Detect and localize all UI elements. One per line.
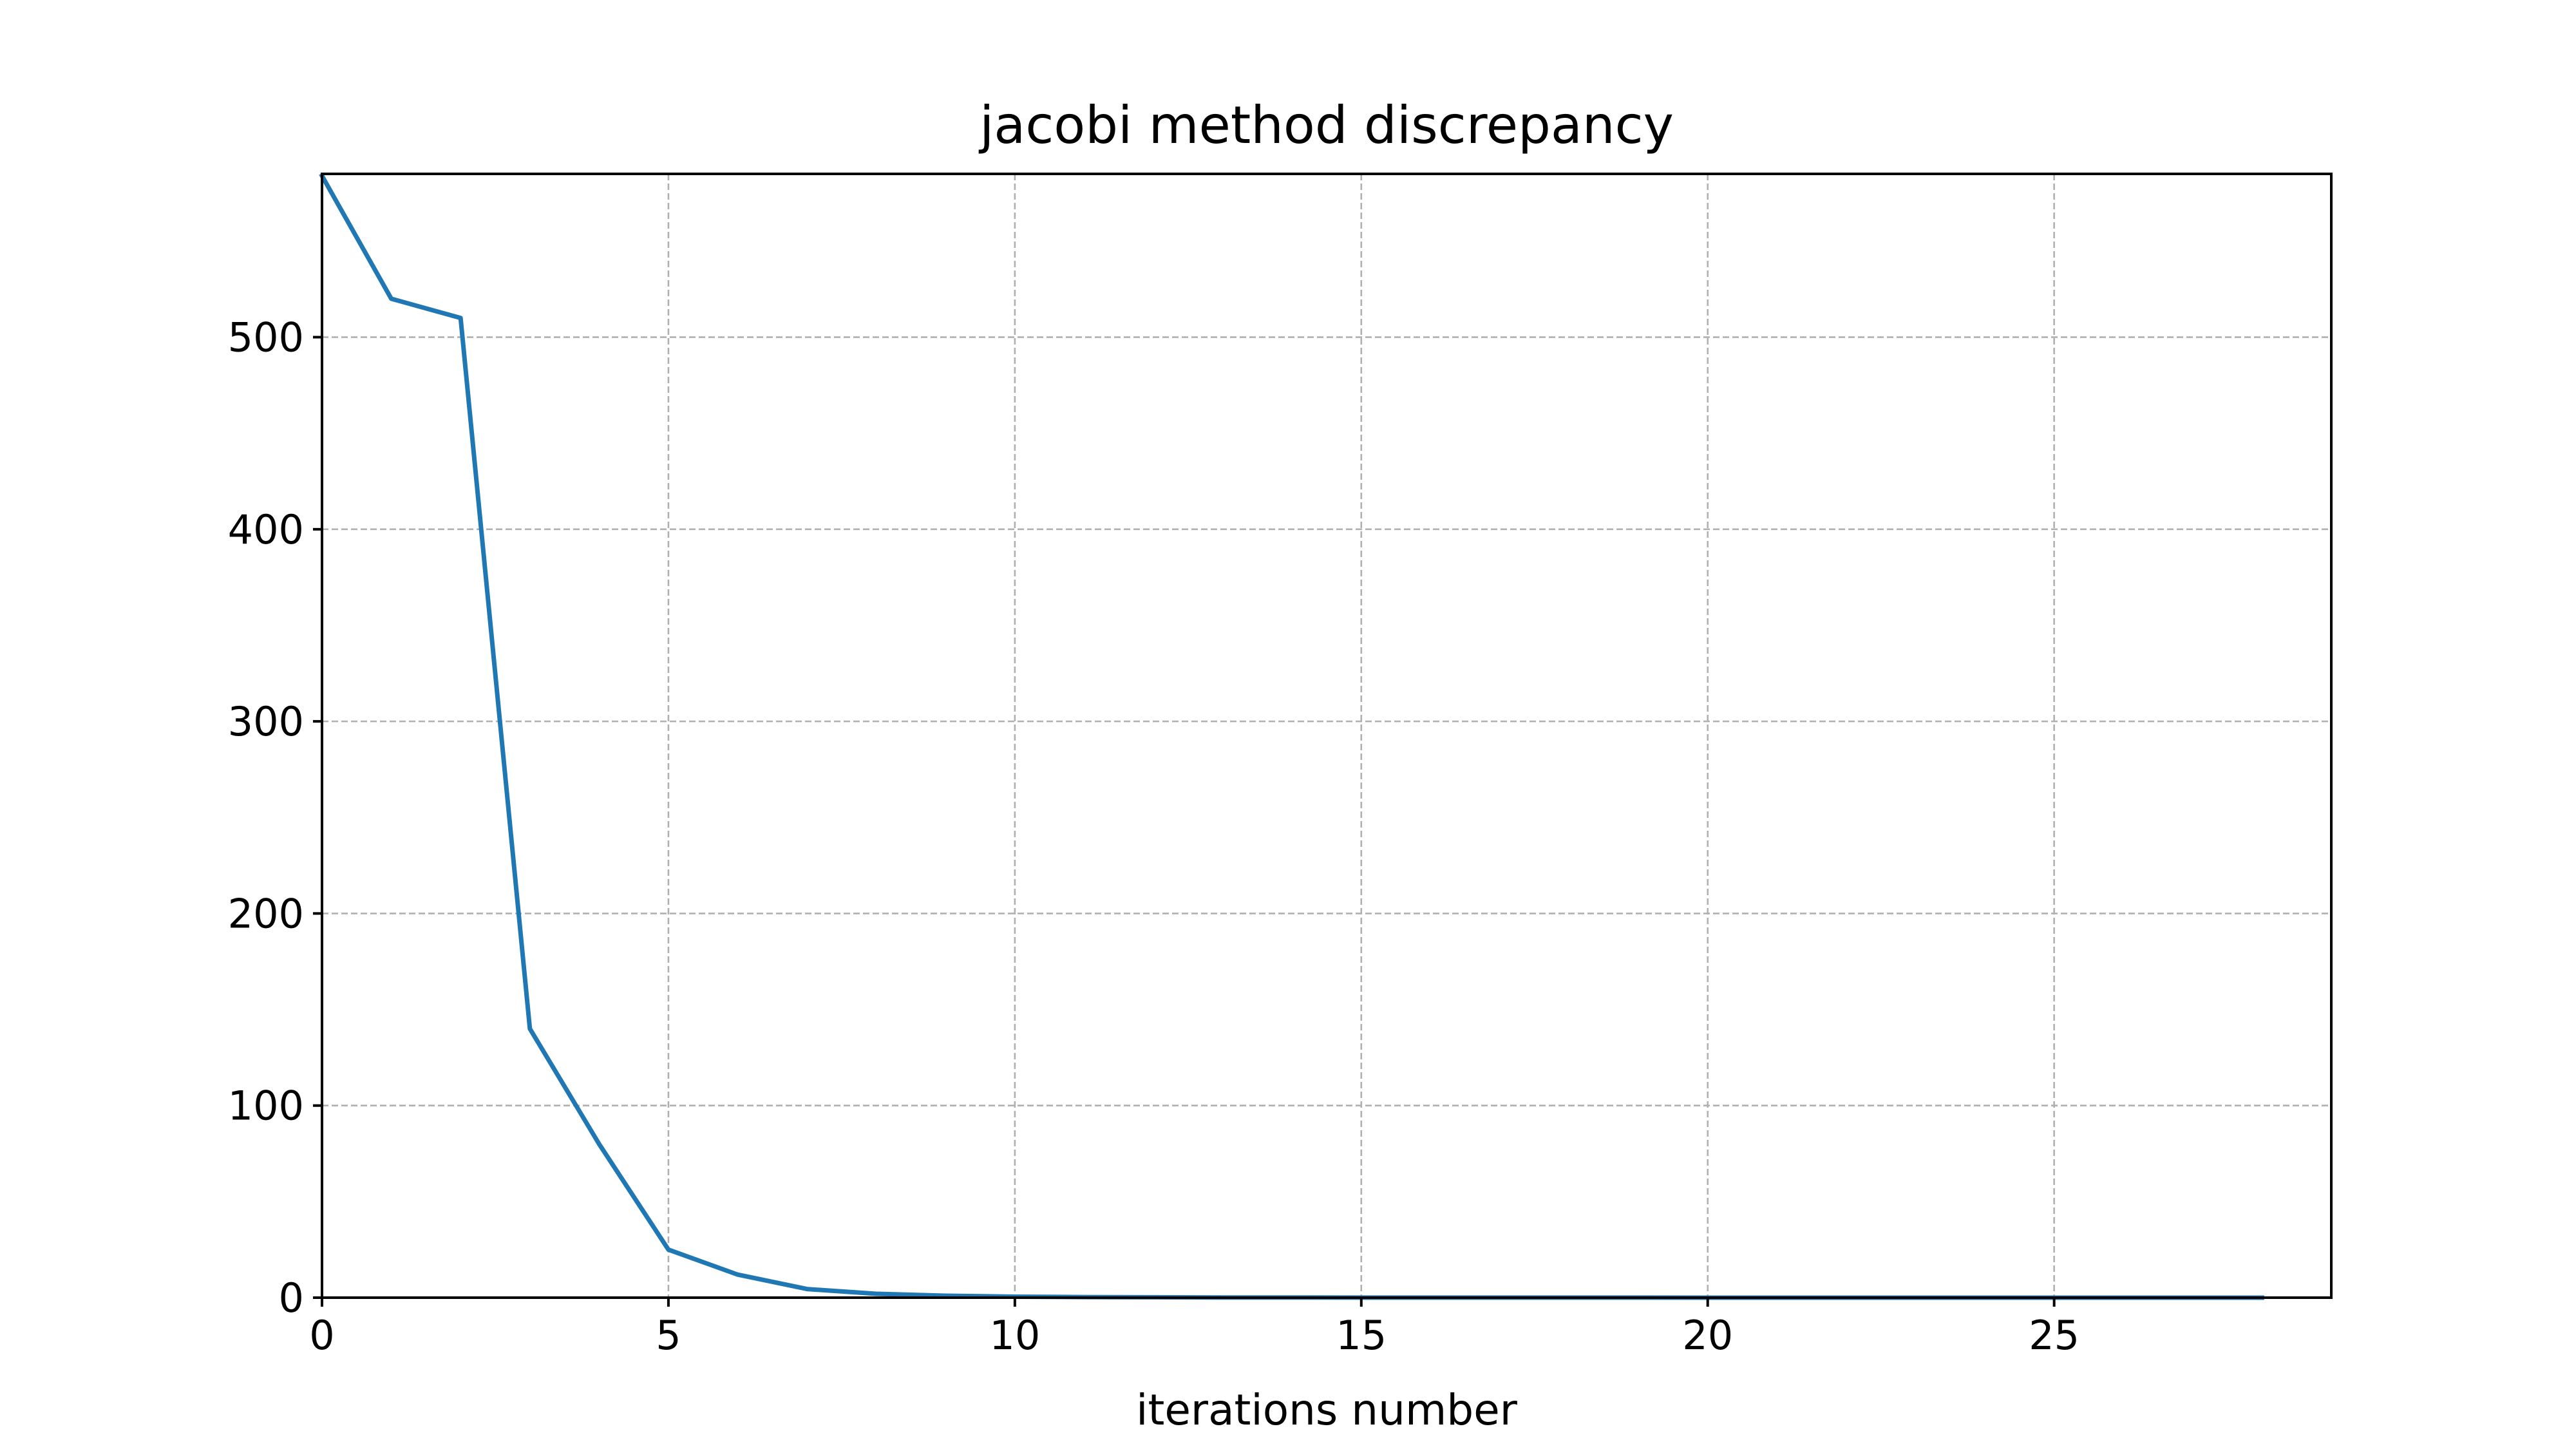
- y-tick-label: 500: [228, 314, 304, 361]
- axes-frame: [321, 173, 2333, 1299]
- x-tick-label: 20: [1682, 1312, 1733, 1359]
- x-tick-label: 5: [656, 1312, 681, 1359]
- y-tick-label: 0: [279, 1274, 304, 1321]
- plot-area-background: [322, 174, 2331, 1298]
- grid-layer: [321, 174, 2331, 1299]
- y-tick-label: 300: [228, 698, 304, 745]
- y-tick-label: 100: [228, 1083, 304, 1130]
- y-tick-label: 400: [228, 506, 304, 553]
- x-tick-label: 15: [1336, 1312, 1387, 1359]
- x-axis-label: iterations number: [1136, 1385, 1518, 1435]
- y-tick-label: 200: [228, 890, 304, 937]
- x-tick-label: 10: [989, 1312, 1040, 1359]
- chart-title: jacobi method discrepancy: [978, 95, 1674, 155]
- tick-layer: 0 5 10 15 20 25 0 100 200 300 400 500: [228, 314, 2079, 1359]
- x-tick-label: 25: [2029, 1312, 2079, 1359]
- x-tick-label: 0: [309, 1312, 334, 1359]
